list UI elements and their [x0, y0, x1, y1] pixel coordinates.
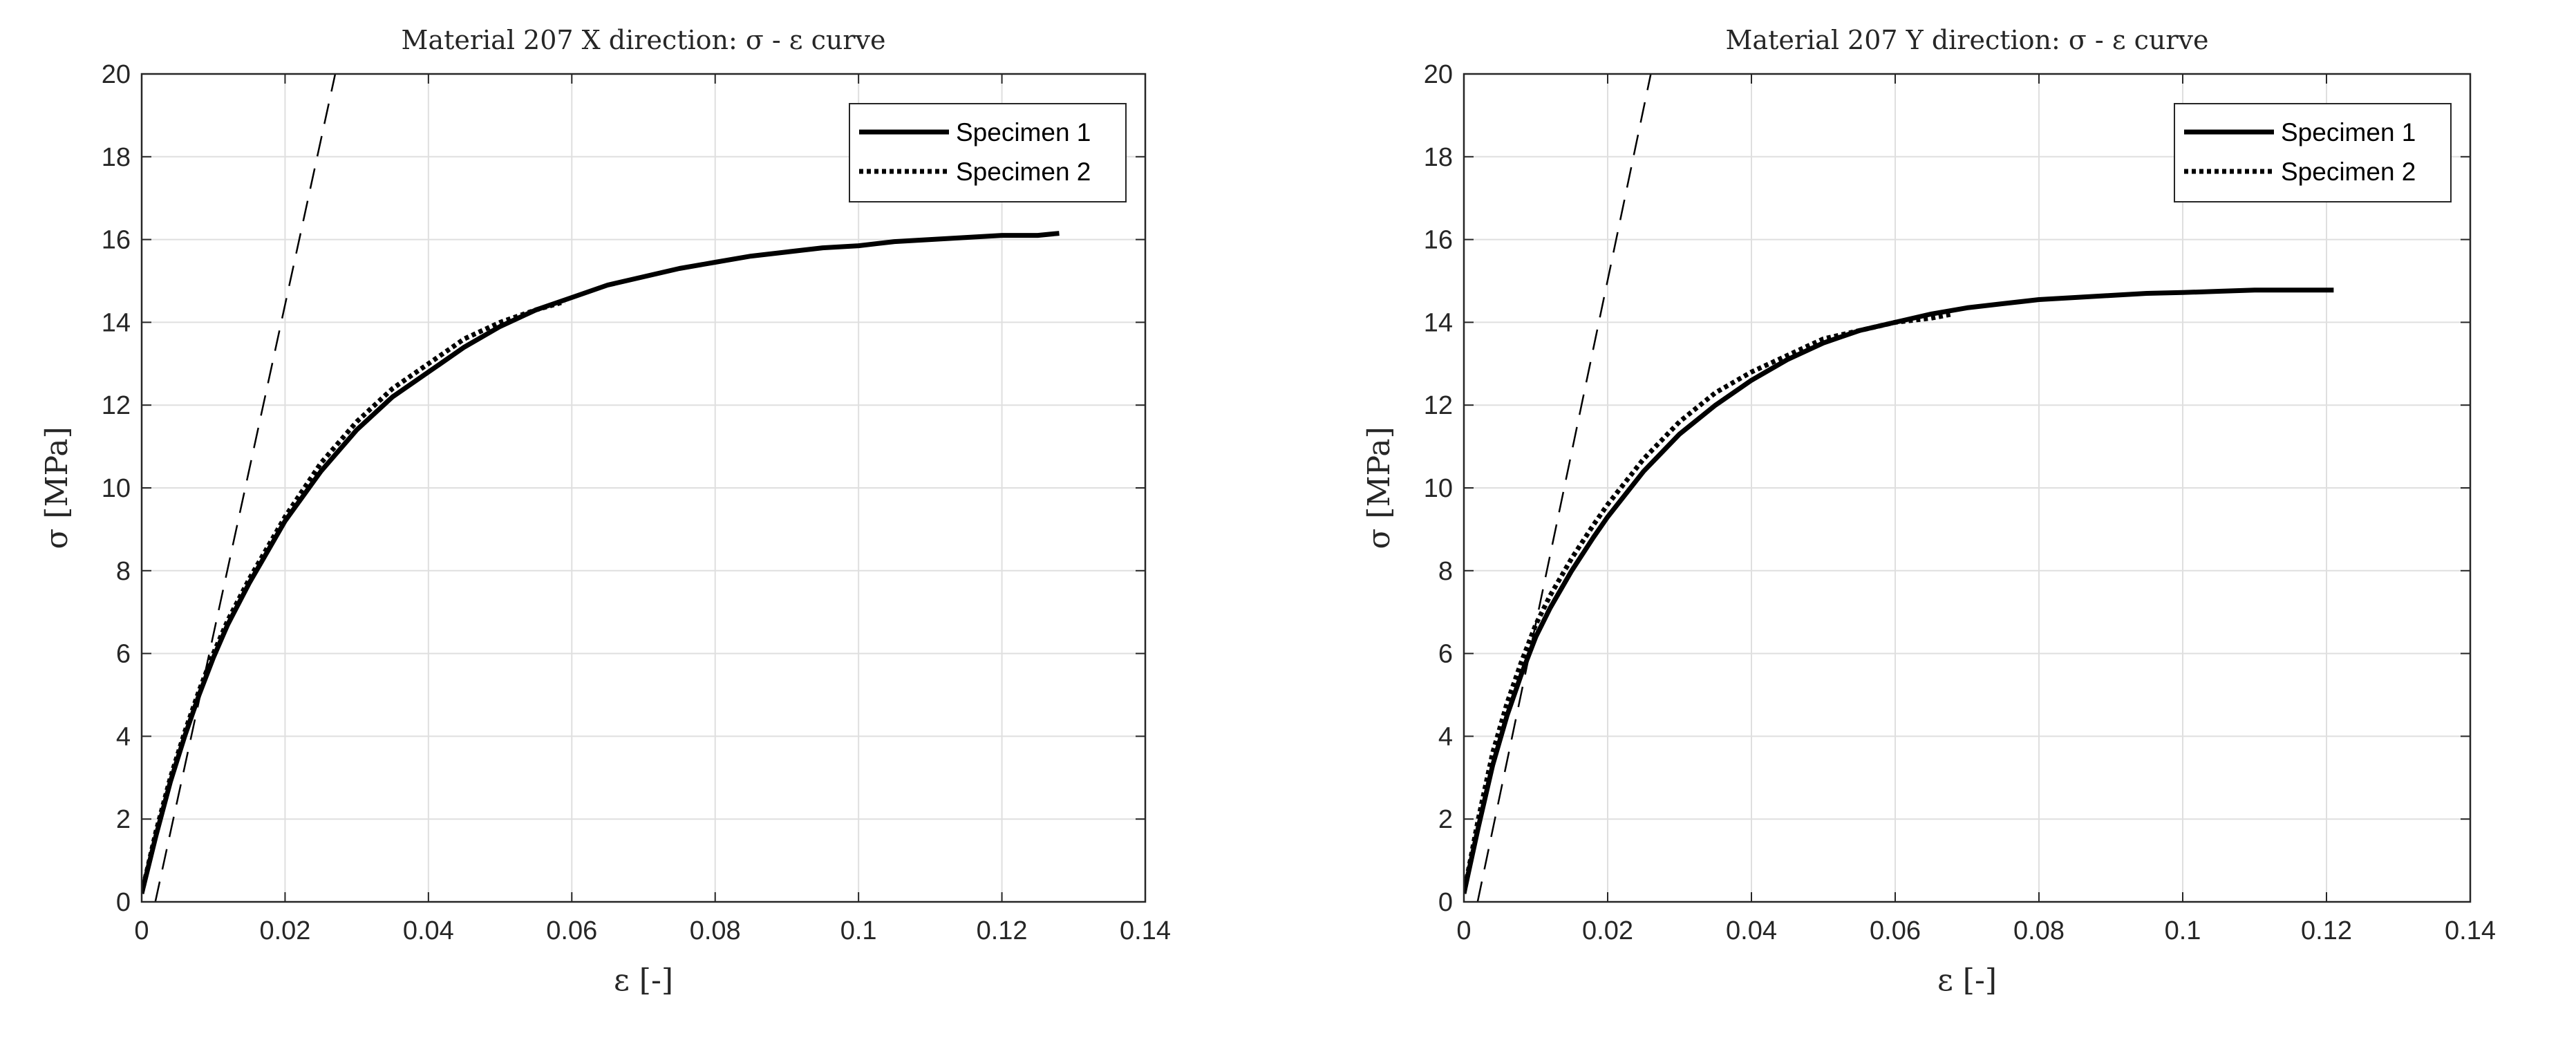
legend-box — [849, 103, 1127, 202]
y-tick-label: 14 — [102, 308, 131, 337]
x-tick-label: 0.14 — [2445, 916, 2496, 945]
y-tick-label: 16 — [1424, 226, 1453, 255]
legend: Specimen 1 Specimen 2 — [849, 103, 1127, 202]
x-tick-label: 0.08 — [690, 916, 741, 945]
y-axis-label: σ [MPa] — [1362, 426, 1397, 549]
chart-panel-2: 0 0.02 0.04 0.06 0.08 0.1 0.12 0.14 0 2 4 6 8 10 12 14 1… — [1362, 25, 2496, 998]
chart-title: Material 207 Y direction: σ - ε curve — [1726, 25, 2209, 55]
y-tick-label: 6 — [1438, 640, 1453, 669]
y-tick-label: 12 — [102, 391, 131, 420]
legend-label-specimen-2: Specimen 2 — [956, 158, 1091, 186]
chart-title: Material 207 X direction: σ - ε curve — [402, 25, 886, 55]
series-line-specimen-2 — [142, 299, 565, 894]
y-tick-label: 12 — [1424, 391, 1453, 420]
y-axis-label: σ [MPa] — [39, 426, 75, 549]
series-line-specimen-2 — [1464, 311, 1953, 894]
y-tick-label: 14 — [1424, 308, 1453, 337]
elastic-slope-line — [154, 74, 337, 902]
legend: Specimen 1 Specimen 2 — [2174, 103, 2452, 202]
series-line-specimen-1 — [1464, 287, 2334, 894]
x-axis-label: ε [-] — [614, 963, 673, 998]
y-tick-label: 18 — [1424, 143, 1453, 172]
legend-label-specimen-2: Specimen 2 — [2281, 158, 2416, 186]
y-tick-label: 10 — [1424, 474, 1453, 503]
x-axis-label: ε [-] — [1937, 963, 1997, 998]
y-tick-label: 20 — [1424, 60, 1453, 89]
y-tick-label: 2 — [116, 805, 131, 834]
x-tick-label: 0 — [134, 916, 149, 945]
chart-panel-1: 0 0.02 0.04 0.06 0.08 0.1 0.12 0.14 0 2 4 6 8 10 12 14 1… — [39, 25, 1171, 998]
y-tick-label: 10 — [102, 474, 131, 503]
y-tick-label: 4 — [116, 722, 131, 751]
legend-box — [2174, 103, 2452, 202]
x-tick-label: 0.04 — [403, 916, 454, 945]
x-tick-label: 0.12 — [977, 916, 1028, 945]
x-tick-label: 0.04 — [1726, 916, 1777, 945]
y-tick-label: 20 — [102, 60, 131, 89]
legend-label-specimen-1: Specimen 1 — [956, 118, 1091, 147]
y-tick-label: 8 — [1438, 557, 1453, 586]
y-tick-label: 18 — [102, 143, 131, 172]
y-tick-label: 2 — [1438, 805, 1453, 834]
x-tick-label: 0 — [1456, 916, 1471, 945]
y-tick-label: 0 — [1438, 888, 1453, 917]
x-tick-label: 0.06 — [1870, 916, 1921, 945]
y-tick-label: 8 — [116, 557, 131, 586]
y-tick-label: 6 — [116, 640, 131, 669]
y-tick-label: 4 — [1438, 722, 1453, 751]
legend-label-specimen-1: Specimen 1 — [2281, 118, 2416, 147]
x-tick-label: 0.02 — [1582, 916, 1633, 945]
x-tick-label: 0.14 — [1120, 916, 1171, 945]
x-tick-label: 0.02 — [259, 916, 310, 945]
x-tick-label: 0.1 — [840, 916, 877, 945]
elastic-slope-line — [1476, 74, 1652, 902]
x-tick-label: 0.1 — [2165, 916, 2201, 945]
x-tick-label: 0.06 — [546, 916, 597, 945]
y-tick-label: 16 — [102, 226, 131, 255]
y-tick-label: 0 — [116, 888, 131, 917]
x-tick-label: 0.12 — [2301, 916, 2352, 945]
x-tick-label: 0.08 — [2013, 916, 2065, 945]
